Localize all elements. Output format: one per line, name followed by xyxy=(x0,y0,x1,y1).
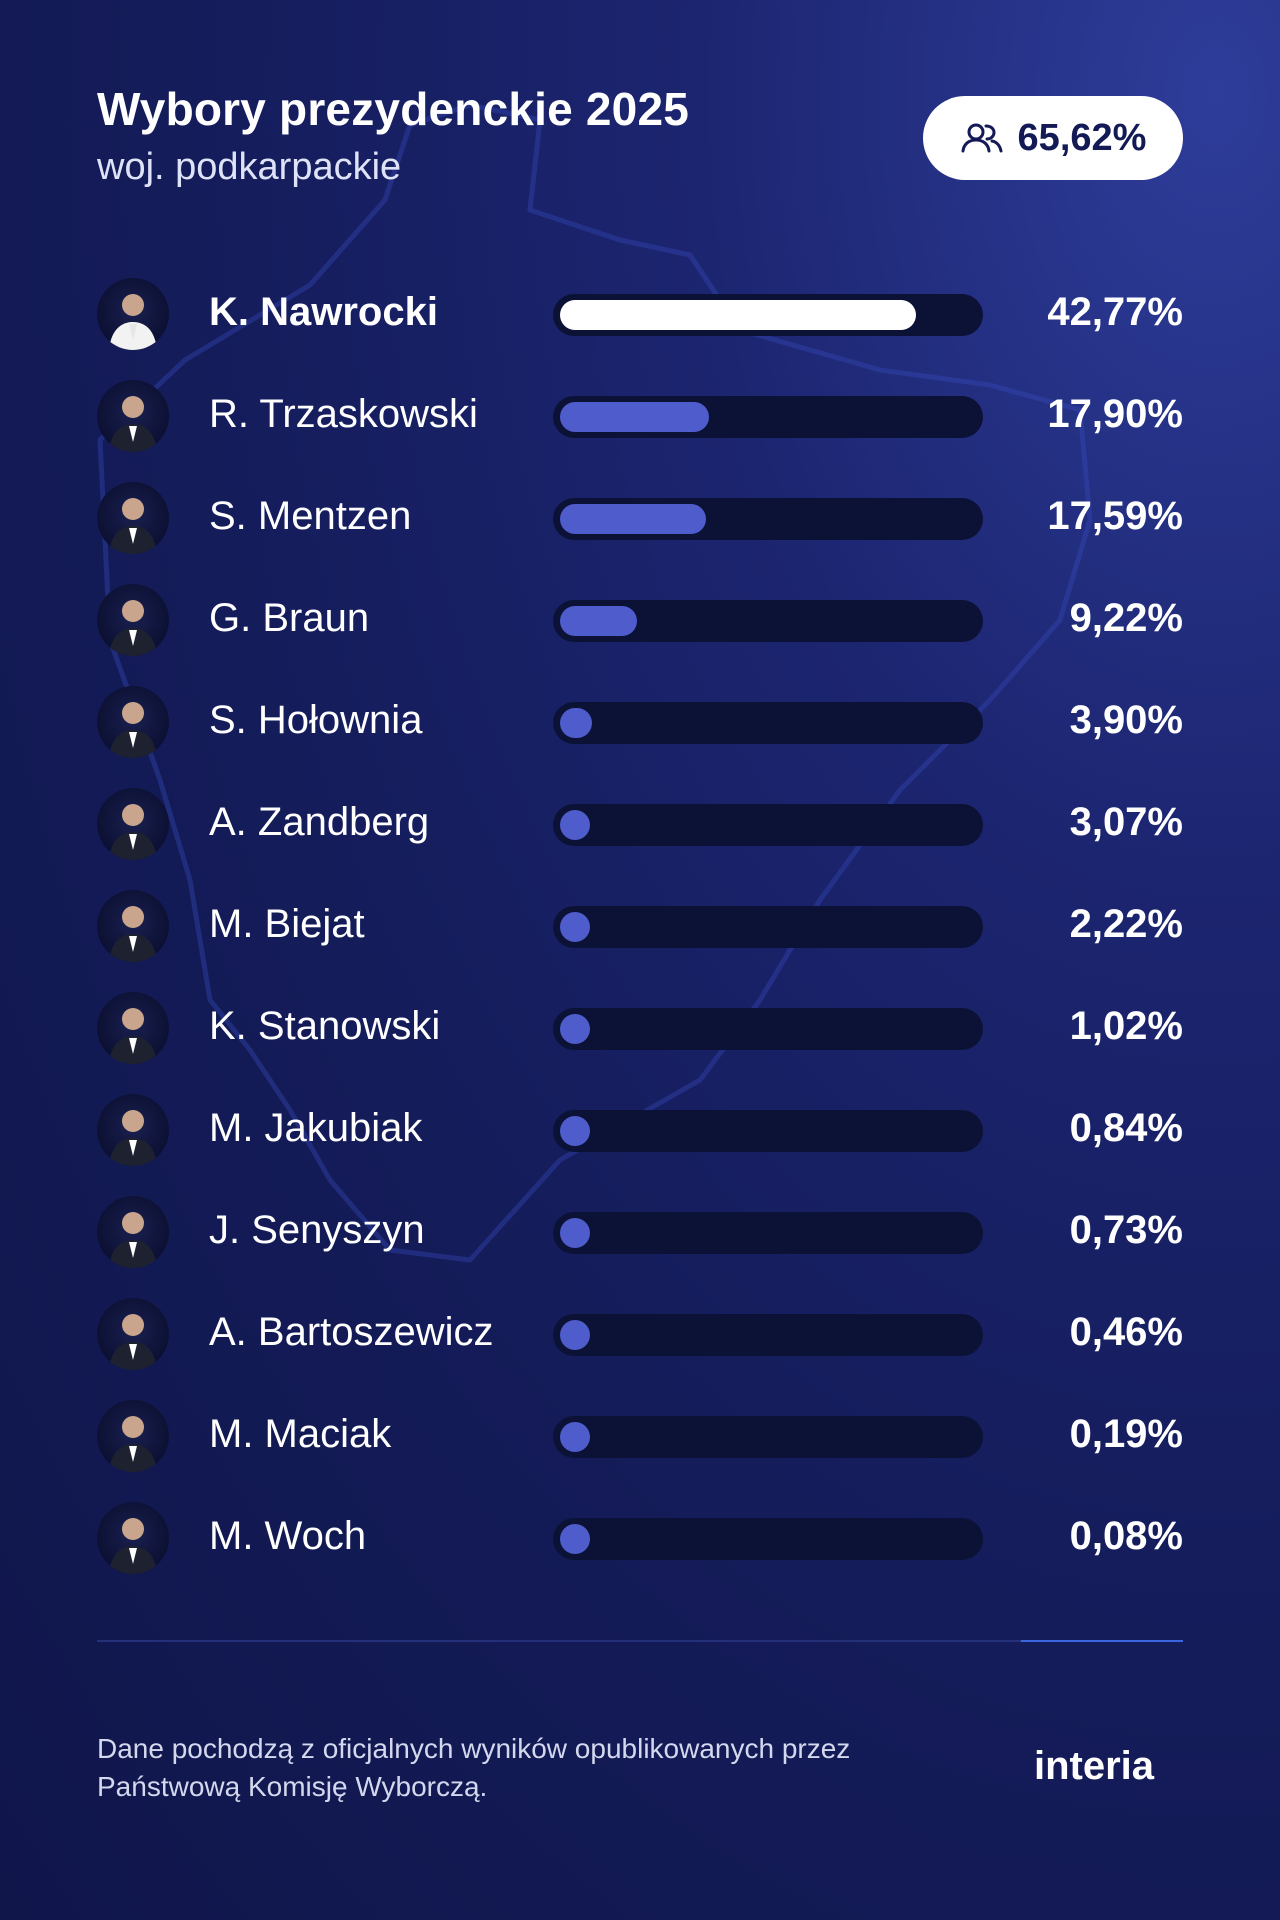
candidate-name: M. Jakubiak xyxy=(209,1106,423,1150)
turnout-value: 65,62% xyxy=(1017,116,1147,159)
bar-track xyxy=(553,804,983,846)
result-row: J. Senyszyn 0,73% xyxy=(97,1182,1183,1272)
candidate-name: J. Senyszyn xyxy=(209,1208,425,1252)
candidate-name: A. Bartoszewicz xyxy=(209,1310,494,1354)
bar xyxy=(560,1422,590,1452)
candidate-name: K. Nawrocki xyxy=(209,290,438,334)
candidate-avatar xyxy=(97,992,169,1064)
candidate-name: S. Mentzen xyxy=(209,494,412,538)
candidate-avatar xyxy=(97,278,169,350)
candidate-name: K. Stanowski xyxy=(209,1004,441,1048)
candidate-name: R. Trzaskowski xyxy=(209,392,478,436)
result-row: R. Trzaskowski 17,90% xyxy=(97,366,1183,456)
percent-label: 9,22% xyxy=(1069,596,1183,640)
percent-label: 0,84% xyxy=(1069,1106,1183,1150)
turnout-badge: 65,62% xyxy=(923,96,1183,180)
people-icon xyxy=(961,123,1003,153)
bar xyxy=(560,606,637,636)
bar xyxy=(560,402,709,432)
bar-track xyxy=(553,702,983,744)
candidate-avatar xyxy=(97,890,169,962)
bar-track xyxy=(553,1110,983,1152)
bar xyxy=(560,708,593,738)
bar xyxy=(560,810,590,840)
bar-track xyxy=(553,396,983,438)
result-row: K. Nawrocki 42,77% xyxy=(97,264,1183,354)
candidate-avatar xyxy=(97,380,169,452)
candidate-avatar xyxy=(97,788,169,860)
percent-label: 0,19% xyxy=(1069,1412,1183,1456)
bar-track xyxy=(553,1416,983,1458)
divider-accent xyxy=(1021,1640,1183,1642)
percent-label: 2,22% xyxy=(1069,902,1183,946)
divider xyxy=(97,1640,1183,1642)
bar xyxy=(560,1218,590,1248)
candidate-name: A. Zandberg xyxy=(209,800,430,844)
percent-label: 17,59% xyxy=(1047,494,1183,538)
candidate-avatar xyxy=(97,686,169,758)
source-note: Dane pochodzą z oficjalnych wyników opub… xyxy=(97,1733,851,1802)
bar-track xyxy=(553,906,983,948)
bar xyxy=(560,1524,590,1554)
bar-track xyxy=(553,1212,983,1254)
candidate-avatar xyxy=(97,1094,169,1166)
page-title: Wybory prezydenckie 2025 xyxy=(97,83,690,135)
result-row: G. Braun 9,22% xyxy=(97,570,1183,660)
interia-logo: interia xyxy=(1034,1745,1155,1788)
bar xyxy=(560,912,590,942)
bar-track xyxy=(553,1008,983,1050)
header: Wybory prezydenckie 2025 woj. podkarpack… xyxy=(97,82,689,189)
bar-track xyxy=(553,600,983,642)
percent-label: 0,46% xyxy=(1069,1310,1183,1354)
result-row: A. Bartoszewicz 0,46% xyxy=(97,1284,1183,1374)
percent-label: 17,90% xyxy=(1047,392,1183,436)
percent-label: 0,73% xyxy=(1069,1208,1183,1252)
candidate-name: M. Woch xyxy=(209,1514,367,1558)
bar-track xyxy=(553,1518,983,1560)
result-row: M. Jakubiak 0,84% xyxy=(97,1080,1183,1170)
candidate-avatar xyxy=(97,1400,169,1472)
bar-track xyxy=(553,498,983,540)
result-row: M. Biejat 2,22% xyxy=(97,876,1183,966)
result-row: S. Mentzen 17,59% xyxy=(97,468,1183,558)
bar xyxy=(560,504,707,534)
candidate-avatar xyxy=(97,1298,169,1370)
bar-track xyxy=(553,294,983,336)
candidate-avatar xyxy=(97,482,169,554)
candidate-avatar xyxy=(97,1196,169,1268)
percent-label: 3,07% xyxy=(1069,800,1183,844)
bar xyxy=(560,1320,590,1350)
candidate-name: M. Maciak xyxy=(209,1412,392,1456)
candidate-name: G. Braun xyxy=(209,596,370,640)
result-row: S. Hołownia 3,90% xyxy=(97,672,1183,762)
candidate-avatar xyxy=(97,1502,169,1574)
result-row: A. Zandberg 3,07% xyxy=(97,774,1183,864)
result-row: M. Maciak 0,19% xyxy=(97,1386,1183,1476)
percent-label: 0,08% xyxy=(1069,1514,1183,1558)
result-row: K. Stanowski 1,02% xyxy=(97,978,1183,1068)
percent-label: 1,02% xyxy=(1069,1004,1183,1048)
candidate-avatar xyxy=(97,584,169,656)
logo-text: interia xyxy=(1034,1745,1155,1788)
result-row: M. Woch 0,08% xyxy=(97,1488,1183,1578)
percent-label: 3,90% xyxy=(1069,698,1183,742)
candidate-name: M. Biejat xyxy=(209,902,365,946)
bar xyxy=(560,1116,590,1146)
bar xyxy=(560,300,916,330)
bar-track xyxy=(553,1314,983,1356)
candidate-name: S. Hołownia xyxy=(209,698,423,742)
page-subtitle: woj. podkarpackie xyxy=(97,146,402,188)
percent-label: 42,77% xyxy=(1047,290,1183,334)
bar xyxy=(560,1014,590,1044)
